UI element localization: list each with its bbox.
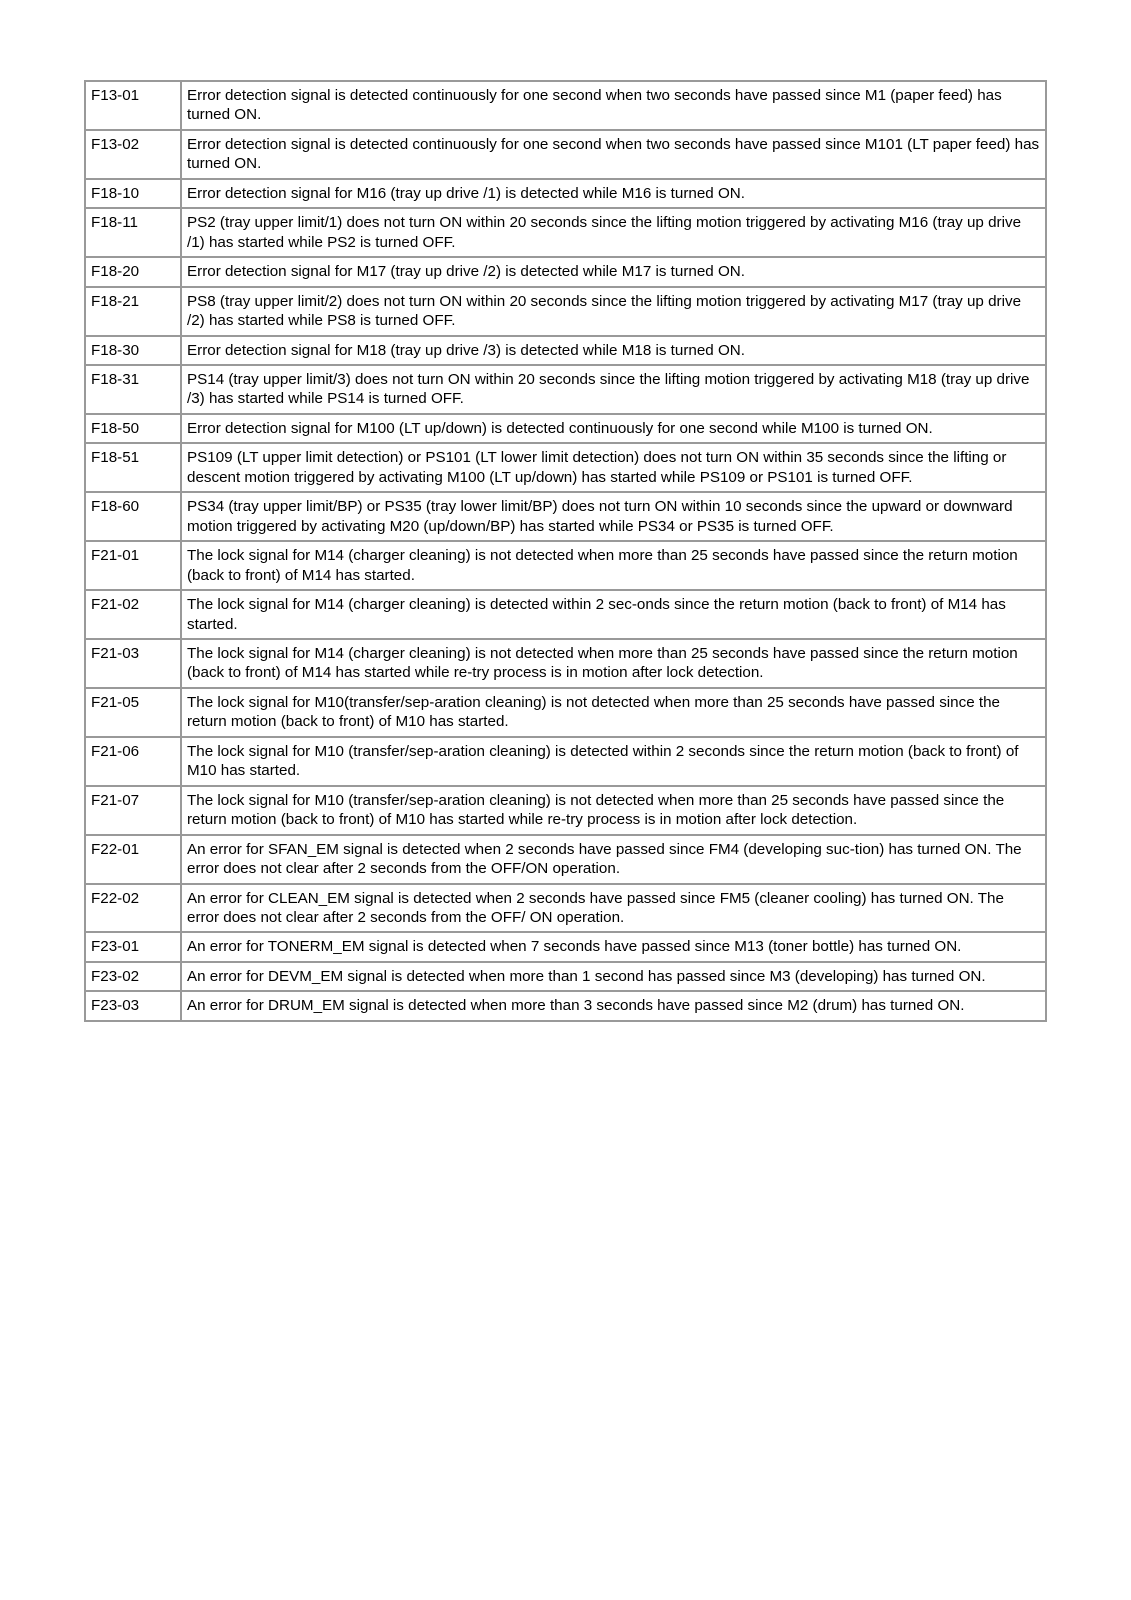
error-description-cell: Error detection signal is detected conti… [181,81,1046,130]
error-code-cell: F18-31 [85,365,181,414]
error-code-cell: F23-01 [85,932,181,961]
error-description-cell: PS109 (LT upper limit detection) or PS10… [181,443,1046,492]
table-row: F18-11PS2 (tray upper limit/1) does not … [85,208,1046,257]
error-description-cell: The lock signal for M10 (transfer/sep-ar… [181,786,1046,835]
error-description-cell: PS2 (tray upper limit/1) does not turn O… [181,208,1046,257]
error-description-cell: PS8 (tray upper limit/2) does not turn O… [181,287,1046,336]
error-description-cell: The lock signal for M10 (transfer/sep-ar… [181,737,1046,786]
error-description-cell: Error detection signal for M17 (tray up … [181,257,1046,286]
table-row: F21-07The lock signal for M10 (transfer/… [85,786,1046,835]
error-code-cell: F21-07 [85,786,181,835]
error-description-cell: PS34 (tray upper limit/BP) or PS35 (tray… [181,492,1046,541]
error-description-cell: The lock signal for M14 (charger cleanin… [181,541,1046,590]
error-code-cell: F18-21 [85,287,181,336]
table-row: F13-01Error detection signal is detected… [85,81,1046,130]
error-description-cell: PS14 (tray upper limit/3) does not turn … [181,365,1046,414]
error-code-table: F13-01Error detection signal is detected… [84,80,1047,1022]
table-row: F21-01The lock signal for M14 (charger c… [85,541,1046,590]
error-description-cell: An error for SFAN_EM signal is detected … [181,835,1046,884]
table-row: F22-01An error for SFAN_EM signal is det… [85,835,1046,884]
table-row: F23-01An error for TONERM_EM signal is d… [85,932,1046,961]
error-description-cell: Error detection signal is detected conti… [181,130,1046,179]
table-row: F22-02An error for CLEAN_EM signal is de… [85,884,1046,933]
error-description-cell: The lock signal for M10(transfer/sep-ara… [181,688,1046,737]
table-row: F21-02The lock signal for M14 (charger c… [85,590,1046,639]
error-code-cell: F21-05 [85,688,181,737]
error-description-cell: An error for TONERM_EM signal is detecte… [181,932,1046,961]
error-code-cell: F18-60 [85,492,181,541]
table-row: F23-02An error for DEVM_EM signal is det… [85,962,1046,991]
table-row: F21-03The lock signal for M14 (charger c… [85,639,1046,688]
error-code-cell: F21-03 [85,639,181,688]
table-row: F18-21PS8 (tray upper limit/2) does not … [85,287,1046,336]
table-row: F13-02Error detection signal is detected… [85,130,1046,179]
error-code-cell: F18-51 [85,443,181,492]
table-row: F18-31PS14 (tray upper limit/3) does not… [85,365,1046,414]
error-code-cell: F21-06 [85,737,181,786]
error-description-cell: Error detection signal for M100 (LT up/d… [181,414,1046,443]
error-code-cell: F18-30 [85,336,181,365]
table-row: F18-20Error detection signal for M17 (tr… [85,257,1046,286]
error-code-cell: F23-02 [85,962,181,991]
error-code-cell: F21-02 [85,590,181,639]
error-code-cell: F18-50 [85,414,181,443]
error-description-cell: An error for CLEAN_EM signal is detected… [181,884,1046,933]
error-code-cell: F21-01 [85,541,181,590]
error-description-cell: Error detection signal for M18 (tray up … [181,336,1046,365]
error-code-cell: F13-02 [85,130,181,179]
error-description-cell: Error detection signal for M16 (tray up … [181,179,1046,208]
error-code-cell: F13-01 [85,81,181,130]
error-code-cell: F18-10 [85,179,181,208]
error-description-cell: The lock signal for M14 (charger cleanin… [181,639,1046,688]
error-description-cell: An error for DEVM_EM signal is detected … [181,962,1046,991]
error-code-cell: F18-11 [85,208,181,257]
table-row: F18-10Error detection signal for M16 (tr… [85,179,1046,208]
table-row: F21-05The lock signal for M10(transfer/s… [85,688,1046,737]
error-description-cell: The lock signal for M14 (charger cleanin… [181,590,1046,639]
table-row: F18-60PS34 (tray upper limit/BP) or PS35… [85,492,1046,541]
table-row: F21-06The lock signal for M10 (transfer/… [85,737,1046,786]
error-code-cell: F22-02 [85,884,181,933]
error-code-cell: F22-01 [85,835,181,884]
table-row: F18-51PS109 (LT upper limit detection) o… [85,443,1046,492]
error-description-cell: An error for DRUM_EM signal is detected … [181,991,1046,1020]
table-row: F23-03An error for DRUM_EM signal is det… [85,991,1046,1020]
error-code-cell: F23-03 [85,991,181,1020]
error-code-cell: F18-20 [85,257,181,286]
table-row: F18-30Error detection signal for M18 (tr… [85,336,1046,365]
table-row: F18-50Error detection signal for M100 (L… [85,414,1046,443]
